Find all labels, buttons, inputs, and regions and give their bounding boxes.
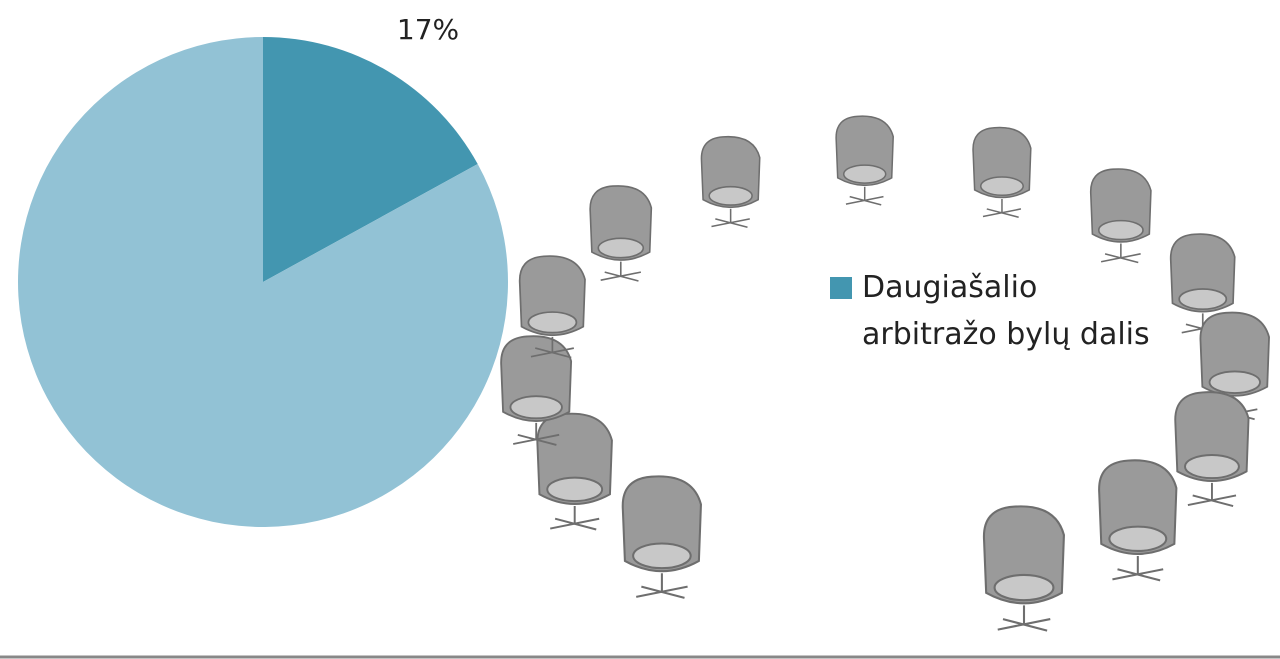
chair xyxy=(536,412,613,531)
chair-base xyxy=(600,261,642,282)
chair-seat xyxy=(1208,370,1261,394)
chair-seat xyxy=(546,476,604,503)
chair-base xyxy=(636,573,688,599)
legend-line: Daugiašalio xyxy=(862,270,1037,305)
legend-line: arbitražo bylų dalis xyxy=(862,317,1150,352)
chair xyxy=(835,115,894,206)
chair xyxy=(621,475,702,599)
chair-base xyxy=(530,336,575,359)
chair xyxy=(518,255,586,359)
chair-base xyxy=(1112,556,1164,582)
chair-seat xyxy=(979,176,1024,197)
chair-seat xyxy=(1097,219,1144,241)
chair-base xyxy=(982,199,1022,219)
chair-base xyxy=(997,605,1051,632)
legend-label: Daugiašalio arbitražo bylų dalis xyxy=(862,270,1150,352)
chair xyxy=(1098,459,1178,582)
chair-seat xyxy=(708,185,753,206)
chair-base xyxy=(711,208,750,229)
legend-swatch xyxy=(830,277,852,299)
chair xyxy=(983,505,1065,632)
chair-seat xyxy=(993,573,1055,602)
chair-seat xyxy=(597,237,645,259)
data-label: 17% xyxy=(397,13,459,46)
chair-seat xyxy=(632,542,692,570)
chair-base xyxy=(1100,243,1141,264)
chair-seat xyxy=(1108,525,1168,552)
chair-base xyxy=(513,422,560,446)
pie-slice xyxy=(17,37,508,527)
chair xyxy=(1174,391,1250,507)
chair xyxy=(1090,168,1152,264)
chair xyxy=(1169,233,1236,335)
chair xyxy=(589,185,653,282)
chair-base xyxy=(550,505,600,531)
chair xyxy=(1199,311,1270,421)
chair-seat xyxy=(1184,454,1240,480)
chair xyxy=(700,135,761,229)
pie-slice xyxy=(263,37,478,282)
chair-seat xyxy=(842,164,887,184)
chair-seat xyxy=(509,395,563,420)
chair-seat xyxy=(527,311,578,334)
chair-seat xyxy=(1178,288,1228,311)
chairs-decoration xyxy=(500,115,1270,632)
chair-base xyxy=(1187,482,1237,507)
chair xyxy=(500,335,573,446)
chair-base xyxy=(845,186,884,206)
chair xyxy=(972,126,1032,219)
